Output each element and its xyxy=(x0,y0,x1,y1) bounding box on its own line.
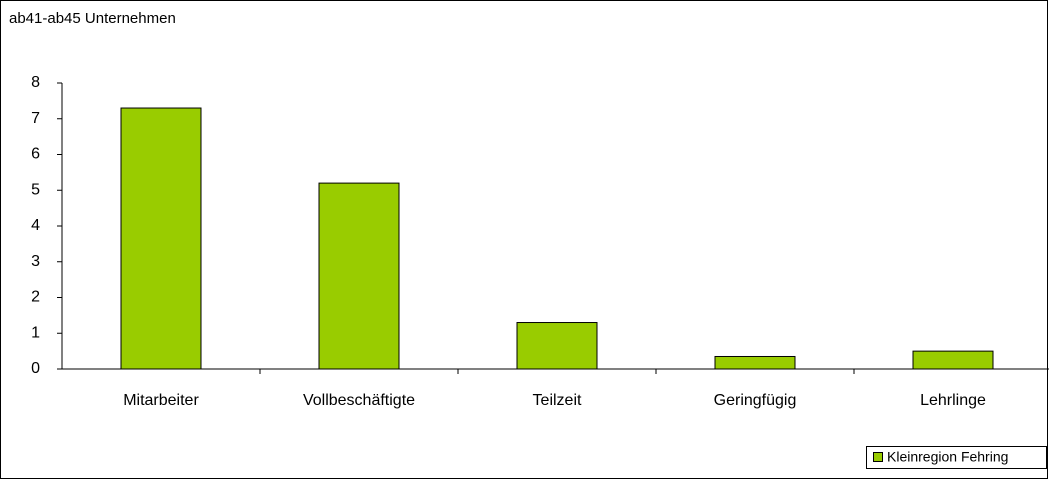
bar xyxy=(516,322,598,370)
y-tick-label: 6 xyxy=(31,146,40,163)
chart-title: ab41-ab45 Unternehmen xyxy=(9,10,176,27)
legend-label: Kleinregion Fehring xyxy=(887,449,1008,465)
legend-box xyxy=(866,446,1047,469)
y-tick-label: 7 xyxy=(31,110,40,127)
y-tick-label: 8 xyxy=(31,74,40,91)
x-tick-label: Teilzeit xyxy=(533,392,582,409)
y-tick-label: 3 xyxy=(31,253,40,270)
bar xyxy=(714,355,796,370)
y-tick-label: 5 xyxy=(31,181,40,198)
x-tick-label: Lehrlinge xyxy=(920,392,986,409)
x-tick-label: Mitarbeiter xyxy=(123,392,199,409)
y-tick-label: 2 xyxy=(31,289,40,306)
bar xyxy=(912,350,994,370)
x-tick-label: Geringfügig xyxy=(714,392,797,409)
y-tick-label: 4 xyxy=(31,217,40,234)
x-tick-label: Vollbeschäftigte xyxy=(303,392,415,409)
bar xyxy=(318,182,400,370)
bar xyxy=(120,107,202,370)
y-tick-label: 1 xyxy=(31,324,40,341)
y-tick-label: 0 xyxy=(31,360,40,377)
legend-swatch xyxy=(873,452,883,462)
